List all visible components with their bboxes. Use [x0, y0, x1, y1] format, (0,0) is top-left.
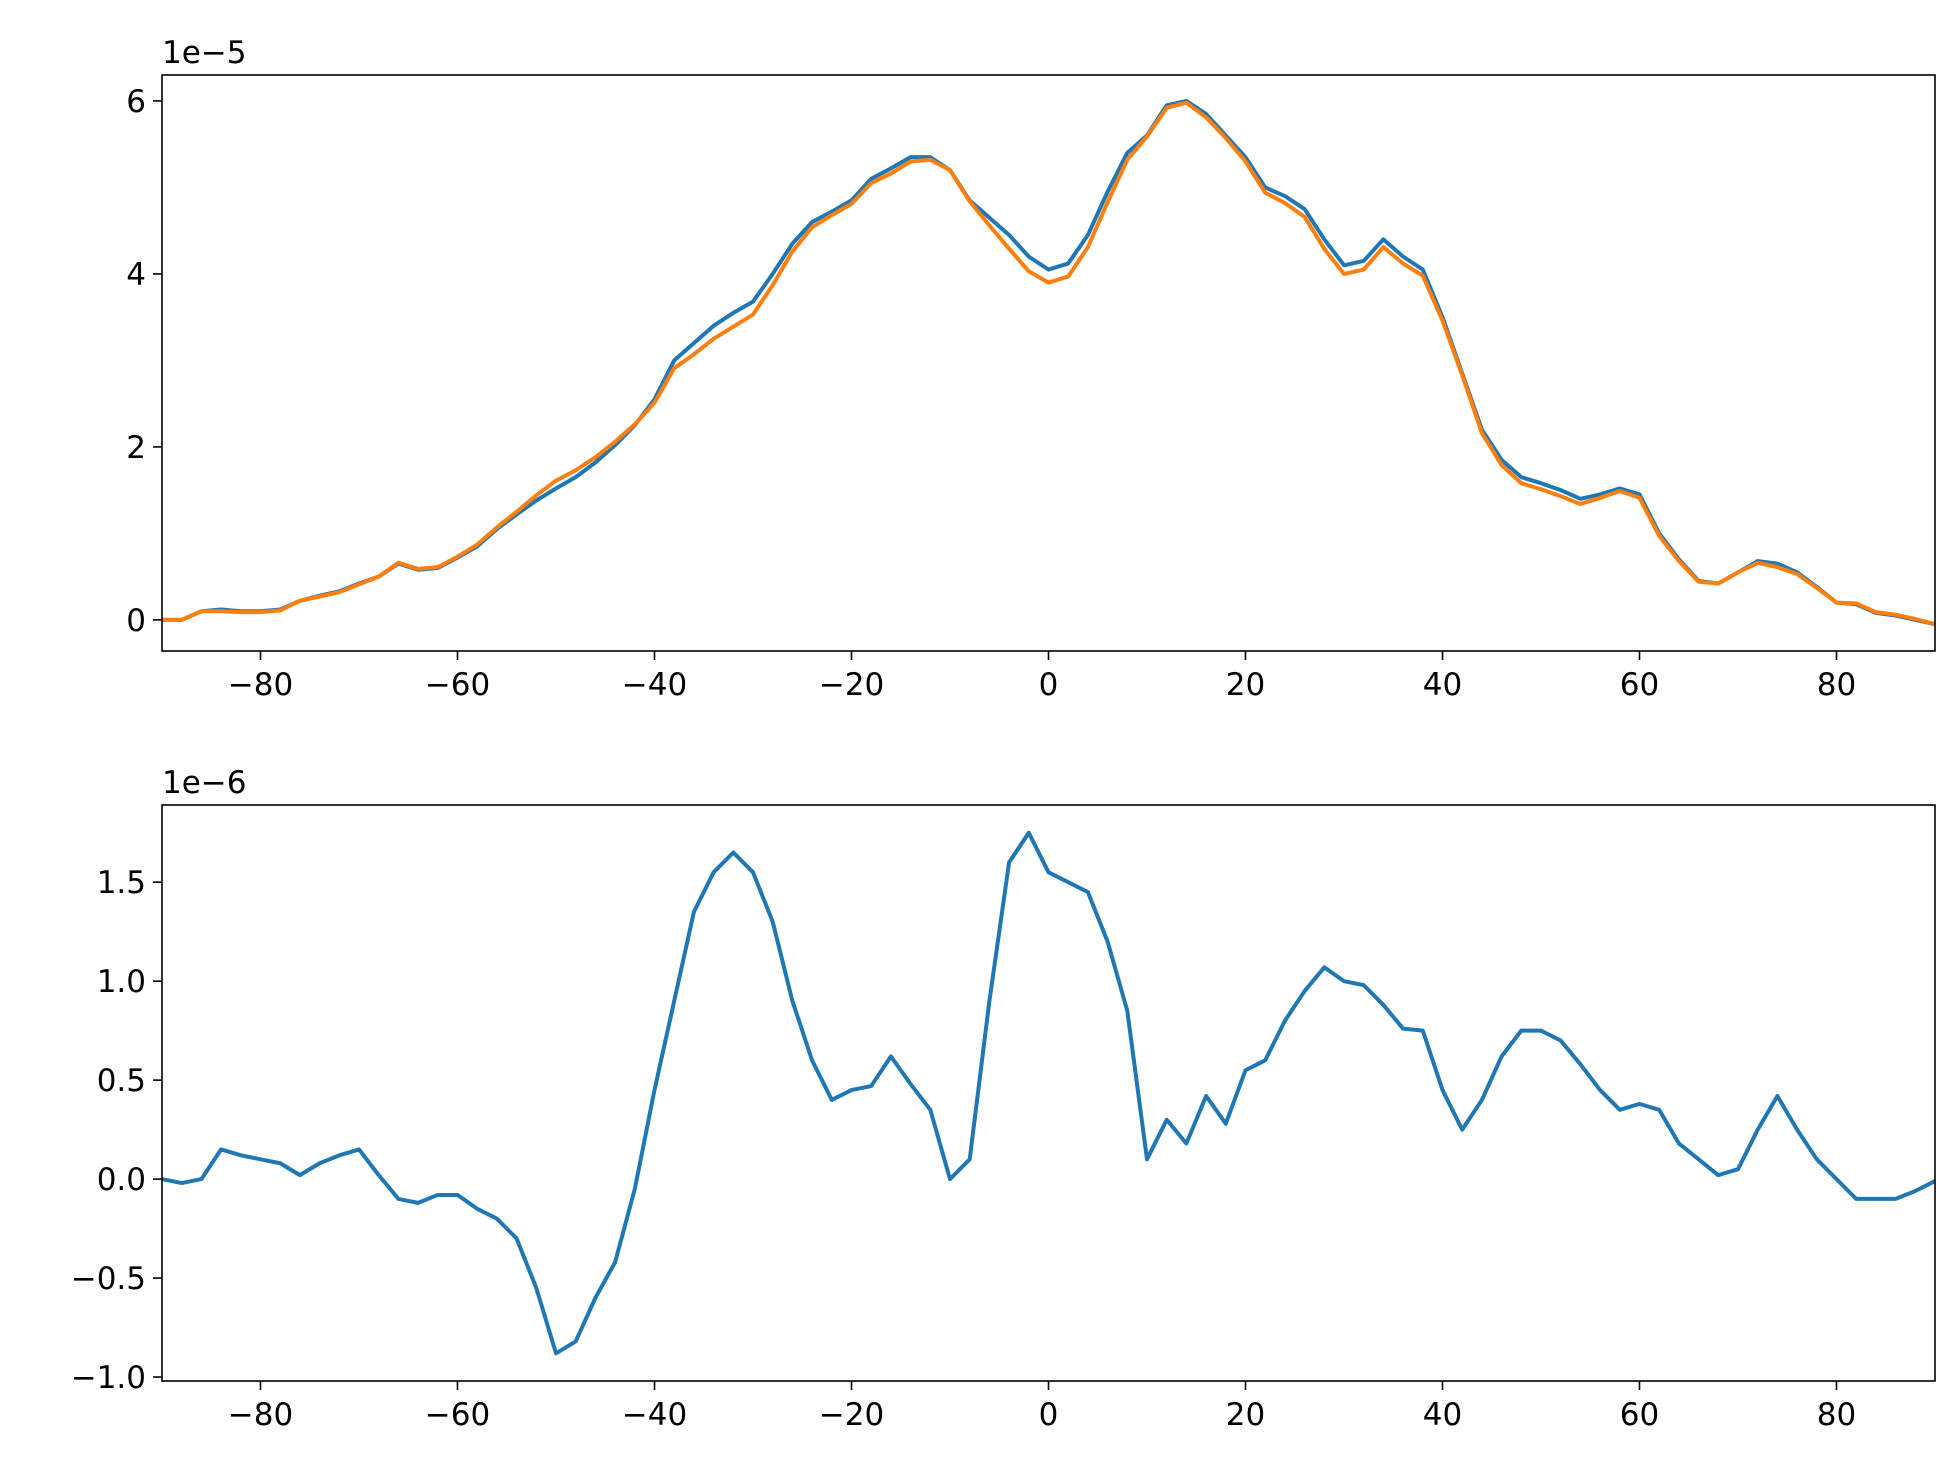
- y-tick-label: −0.5: [71, 1261, 146, 1297]
- series-line: [162, 100, 1935, 627]
- y-tick-label: 1.5: [97, 865, 146, 901]
- x-tick-label: −40: [622, 1397, 687, 1433]
- x-tick-label: 40: [1423, 667, 1462, 703]
- x-tick-label: −80: [228, 667, 293, 703]
- x-tick-label: −20: [819, 1397, 884, 1433]
- x-tick-label: 60: [1620, 1397, 1659, 1433]
- y-tick-label: −1.0: [71, 1360, 146, 1396]
- x-tick-label: 0: [1039, 1397, 1059, 1433]
- series-line: [162, 830, 1935, 1356]
- y-tick-label: 2: [126, 430, 146, 466]
- x-tick-label: −60: [425, 1397, 490, 1433]
- x-tick-label: −80: [228, 1397, 293, 1433]
- x-tick-label: 60: [1620, 667, 1659, 703]
- x-tick-label: −40: [622, 667, 687, 703]
- x-tick-label: 20: [1226, 1397, 1265, 1433]
- x-tick-label: 0: [1039, 667, 1059, 703]
- x-tick-label: 80: [1817, 667, 1856, 703]
- x-tick-label: −20: [819, 667, 884, 703]
- x-tick-label: −60: [425, 667, 490, 703]
- offset-text: 1e−6: [162, 765, 247, 801]
- y-tick-label: 0.0: [97, 1162, 146, 1198]
- x-tick-label: 40: [1423, 1397, 1462, 1433]
- y-tick-label: 1.0: [97, 964, 146, 1000]
- offset-text: 1e−5: [162, 35, 247, 71]
- axes-frame: [161, 804, 1936, 1382]
- x-tick-label: 80: [1817, 1397, 1856, 1433]
- y-tick-label: 6: [126, 84, 146, 120]
- y-tick-label: 0: [126, 603, 146, 639]
- y-tick-label: 0.5: [97, 1063, 146, 1099]
- axes-frame: [161, 74, 1936, 652]
- y-tick-label: 4: [126, 257, 146, 293]
- x-tick-label: 20: [1226, 667, 1265, 703]
